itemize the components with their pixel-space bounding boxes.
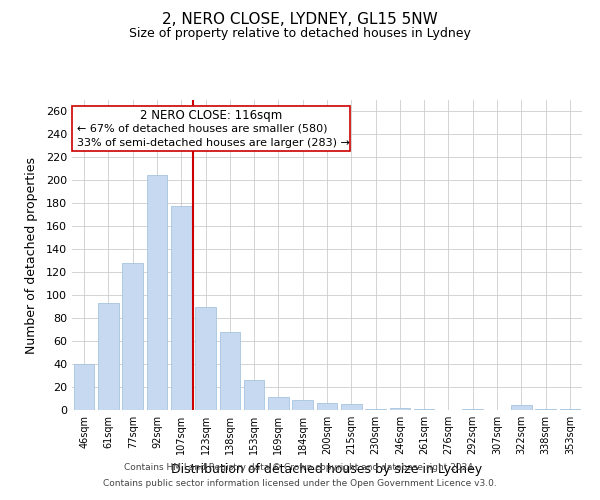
Bar [98,303,119,410]
FancyBboxPatch shape [72,106,350,151]
Text: Size of property relative to detached houses in Lydney: Size of property relative to detached ho… [129,28,471,40]
Bar [195,306,216,410]
Bar [535,409,556,410]
Bar [317,403,337,410]
Bar [146,174,167,410]
X-axis label: Distribution of detached houses by size in Lydney: Distribution of detached houses by size … [172,462,482,475]
Bar [365,409,386,410]
Text: Contains HM Land Registry data © Crown copyright and database right 2024.: Contains HM Land Registry data © Crown c… [124,464,476,472]
Bar [511,406,532,410]
Bar [74,364,94,410]
Bar [244,380,265,410]
Bar [560,409,580,410]
Bar [171,206,191,410]
Text: 2, NERO CLOSE, LYDNEY, GL15 5NW: 2, NERO CLOSE, LYDNEY, GL15 5NW [162,12,438,28]
Text: Contains public sector information licensed under the Open Government Licence v3: Contains public sector information licen… [103,478,497,488]
Text: 2 NERO CLOSE: 116sqm: 2 NERO CLOSE: 116sqm [140,110,282,122]
Bar [220,332,240,410]
Text: ← 67% of detached houses are smaller (580): ← 67% of detached houses are smaller (58… [77,124,328,134]
Bar [414,409,434,410]
Y-axis label: Number of detached properties: Number of detached properties [25,156,38,354]
Text: 33% of semi-detached houses are larger (283) →: 33% of semi-detached houses are larger (… [77,138,350,147]
Bar [463,409,483,410]
Bar [268,398,289,410]
Bar [389,408,410,410]
Bar [341,404,362,410]
Bar [292,400,313,410]
Bar [122,263,143,410]
